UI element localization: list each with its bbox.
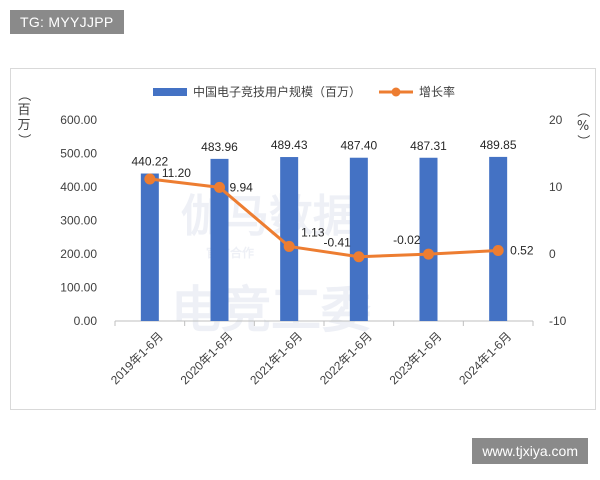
y-left-tick-label: 200.00 [60, 247, 97, 261]
bar [349, 157, 368, 321]
y-left-tick-label: 500.00 [60, 147, 97, 161]
bar-value-label: 487.31 [410, 139, 447, 153]
svg-text:）: ） [575, 134, 590, 147]
tag-label: TG: MYYJJPP [10, 10, 124, 34]
svg-text:（: （ [16, 88, 31, 101]
growth-line [149, 177, 499, 259]
growth-point [492, 245, 504, 257]
bar-value-label: 440.22 [131, 155, 168, 169]
combo-chart: 伽马数据 电竞工委 官方合作 0.00 100.00 200.00 300.00 400… [16, 84, 590, 387]
bar-value-label: 489.85 [480, 138, 517, 152]
chart-frame: 伽马数据 电竞工委 官方合作 0.00 100.00 200.00 300.00 400… [10, 68, 596, 410]
legend-bar-label: 中国电子竞技用户规模（百万） [193, 84, 361, 99]
growth-value-label: -0.41 [323, 236, 351, 250]
y-right-tick-label: 0 [549, 247, 556, 261]
y-left-tick-label: 300.00 [60, 214, 97, 228]
growth-point [423, 248, 434, 260]
y-right-axis-title: （%） [575, 104, 590, 147]
y-left-tick-label: 600.00 [60, 113, 97, 127]
svg-text:%: % [577, 119, 589, 134]
svg-text:万: 万 [17, 118, 30, 133]
svg-text:）: ） [16, 133, 31, 146]
growth-value-label: 1.13 [301, 225, 325, 239]
watermark-line2: 电竞工委 [171, 281, 371, 339]
growth-value-label: -0.02 [393, 233, 421, 247]
legend-bar-swatch [153, 88, 187, 96]
growth-value-label: 9.94 [230, 180, 254, 194]
y-left-tick-label: 400.00 [60, 180, 97, 194]
growth-value-label: 11.20 [162, 166, 191, 180]
svg-text:（: （ [575, 104, 590, 117]
watermark: 伽马数据 电竞工委 官方合作 [171, 191, 371, 339]
y-right-tick-label: 10 [549, 180, 563, 194]
growth-point [283, 240, 295, 252]
bar-value-label: 487.40 [340, 139, 377, 153]
bar [489, 156, 508, 321]
bar [280, 157, 299, 321]
y-left-tick-label: 100.00 [60, 281, 97, 295]
x-tick-label: 2019年1-6月 [108, 329, 166, 387]
growth-value-label: 0.52 [510, 244, 534, 258]
bar-value-label: 483.96 [201, 140, 238, 154]
y-right-tick-label: -10 [549, 314, 567, 328]
bar-value-label: 489.43 [271, 138, 308, 152]
svg-text:百: 百 [17, 103, 30, 118]
y-left-axis-title: （ 百万） [16, 88, 31, 146]
y-right-tick-label: 20 [549, 113, 563, 127]
bar [210, 158, 229, 321]
bar [140, 173, 159, 321]
legend-line-marker [391, 87, 401, 97]
x-tick-label: 2024年1-6月 [456, 329, 514, 387]
x-tick-label: 2023年1-6月 [387, 329, 445, 387]
watermark-line1: 伽马数据 [181, 191, 357, 242]
y-left-tick-label: 0.00 [74, 314, 98, 328]
growth-point [214, 181, 225, 193]
bar [419, 157, 438, 321]
growth-point [353, 251, 365, 263]
site-url: www.tjxiya.com [472, 438, 588, 464]
legend-line-label: 增长率 [419, 84, 455, 99]
growth-point [144, 173, 156, 185]
